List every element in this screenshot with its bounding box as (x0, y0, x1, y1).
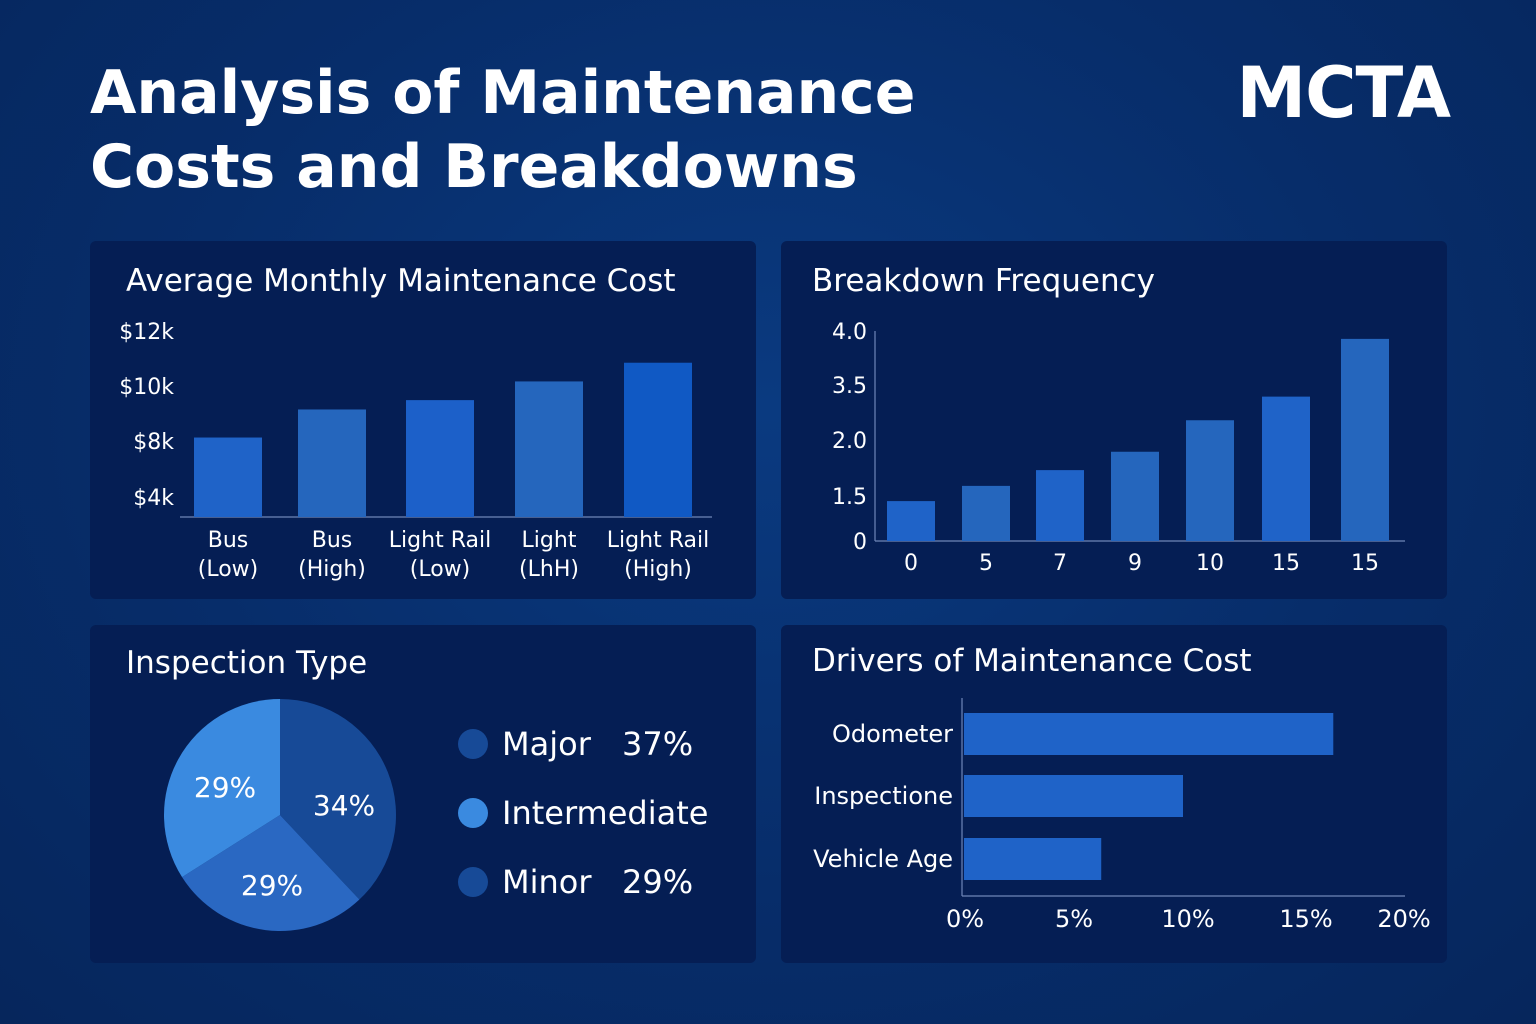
cost-bar (194, 437, 262, 517)
legend-swatch (458, 798, 488, 828)
drivers-bar (964, 775, 1183, 817)
breakdown-bar (1111, 451, 1159, 541)
drivers-x-tick-label: 0% (946, 905, 984, 933)
breakdown-x-tick-label: 15 (1272, 551, 1300, 576)
breakdown-x-tick-label: 7 (1053, 551, 1067, 576)
legend-label: Major (502, 725, 591, 763)
inspection-type-panel: Inspection Type 34% 29% 29% Major 37% Interm… (90, 625, 756, 963)
breakdown-bar (887, 501, 935, 541)
breakdown-x-tick-label: 15 (1351, 551, 1379, 576)
cost-bar (515, 381, 583, 517)
monthly-cost-title: Average Monthly Maintenance Cost (126, 263, 676, 299)
breakdown-frequency-chart: 0 1.5 2.0 3.5 4.0 0 5 7 9 10 15 15 (832, 320, 1405, 576)
breakdown-bar (1262, 396, 1310, 541)
breakdown-y-tick-label: 2.0 (832, 429, 867, 454)
brand-logo: MCTA (1236, 52, 1451, 134)
breakdown-x-tick-label: 10 (1196, 551, 1224, 576)
breakdown-frequency-panel: Breakdown Frequency 0 1.5 2.0 3.5 4.0 0 5 7 9 10 1… (781, 241, 1447, 599)
cost-category-label: (LhH) (519, 557, 579, 582)
legend-value: 29% (622, 863, 694, 901)
drivers-category-label: Inspectione (814, 782, 953, 810)
breakdown-x-tick-label: 0 (904, 551, 918, 576)
monthly-cost-chart: $4k $8k $10k $12k Bus (Low) Bus (High) Light Rai… (119, 320, 712, 582)
cost-category-label: Bus (208, 528, 249, 553)
inspection-type-title: Inspection Type (126, 645, 368, 681)
breakdown-y-tick-label: 4.0 (832, 320, 867, 345)
legend-swatch (458, 867, 488, 897)
breakdown-bar (1036, 470, 1084, 541)
legend-label: Intermediate (502, 794, 709, 832)
legend-value: 37% (622, 725, 694, 763)
pie-slice-label: 29% (194, 771, 256, 804)
drivers-panel: Drivers of Maintenance Cost Odometer Insp… (781, 625, 1447, 963)
cost-category-label: (Low) (410, 557, 471, 582)
monthly-cost-panel: Average Monthly Maintenance Cost $4k $8k $… (90, 241, 756, 599)
cost-category-label: Light (522, 528, 577, 553)
pie-slice-label: 34% (313, 789, 375, 822)
breakdown-bar (962, 485, 1010, 541)
cost-y-tick-label: $10k (119, 375, 174, 400)
pie-slice (164, 699, 280, 878)
breakdown-x-tick-label: 5 (979, 551, 993, 576)
cost-y-tick-label: $8k (133, 430, 174, 455)
pie-slice (182, 815, 360, 931)
page-title: Analysis of Maintenance Costs and Breakd… (90, 58, 916, 202)
legend-label: Minor (502, 863, 592, 901)
cost-category-label: Bus (312, 528, 353, 553)
cost-category-label: (High) (624, 557, 692, 582)
drivers-x-tick-label: 5% (1055, 905, 1093, 933)
legend-swatch (458, 729, 488, 759)
cost-bar (298, 409, 366, 517)
breakdown-y-tick-label: 1.5 (832, 485, 867, 510)
cost-category-label: Light Rail (389, 528, 491, 553)
cost-category-label: (High) (298, 557, 366, 582)
cost-y-tick-label: $4k (133, 486, 174, 511)
drivers-title: Drivers of Maintenance Cost (812, 643, 1252, 679)
breakdown-y-tick-label: 0 (853, 530, 867, 555)
breakdown-frequency-title: Breakdown Frequency (812, 263, 1155, 299)
drivers-x-tick-label: 10% (1161, 905, 1214, 933)
pie-slice (280, 699, 396, 900)
cost-bar (406, 400, 474, 517)
cost-category-label: Light Rail (607, 528, 709, 553)
breakdown-bar (1186, 420, 1234, 541)
breakdown-bar (1341, 338, 1389, 541)
drivers-bar (964, 713, 1334, 755)
pie-slice-label: 29% (241, 869, 303, 902)
cost-category-label: (Low) (198, 557, 259, 582)
drivers-category-label: Odometer (832, 720, 953, 748)
drivers-bar (964, 838, 1102, 880)
drivers-category-label: Vehicle Age (813, 845, 953, 873)
breakdown-y-tick-label: 3.5 (832, 374, 867, 399)
breakdown-x-tick-label: 9 (1128, 551, 1142, 576)
cost-bar (624, 362, 692, 517)
inspection-type-pie: 34% 29% 29% (164, 699, 396, 931)
cost-y-tick-label: $12k (119, 320, 174, 345)
drivers-x-tick-label: 15% (1279, 905, 1332, 933)
drivers-chart: Odometer Inspectione Vehicle Age 0% 5% 10% 15%… (813, 698, 1431, 933)
drivers-x-tick-label: 20% (1377, 905, 1430, 933)
